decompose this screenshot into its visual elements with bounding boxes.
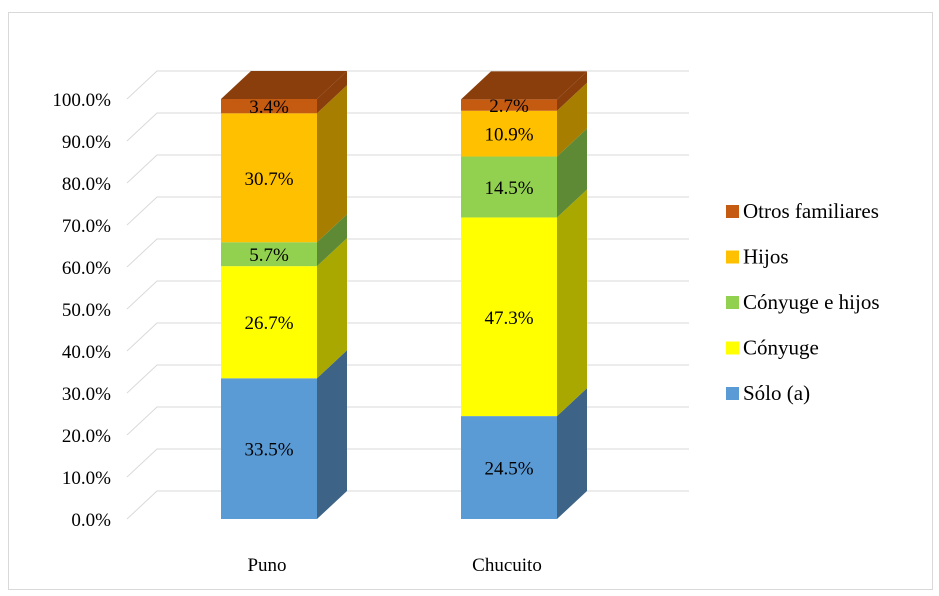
bar-front-face [221, 378, 317, 519]
x-axis-ticks: Puno Chucuito [247, 555, 541, 576]
gridline [126, 490, 689, 520]
bar-segment [461, 128, 587, 218]
y-tick-label: 30.0% [62, 384, 111, 405]
bar-front-face [221, 266, 317, 379]
bar-front-face [461, 99, 557, 111]
bar-side-face [317, 238, 347, 379]
legend-item: Cónyuge e hijos [726, 290, 880, 314]
bar-front-face [461, 416, 557, 519]
bar-front-face [461, 217, 557, 417]
gridline [126, 70, 689, 100]
legend-swatch [726, 250, 739, 264]
y-tick-label: 100.0% [52, 90, 111, 111]
bar-front-face [461, 156, 557, 218]
data-label: 24.5% [484, 459, 533, 480]
legend-label: Cónyuge e hijos [743, 290, 880, 314]
bar-side-face [317, 350, 347, 519]
x-tick-label: Chucuito [472, 555, 542, 576]
y-tick-label: 40.0% [62, 342, 111, 363]
legend-label: Sólo (a) [743, 381, 810, 405]
chart-frame: 0.0% 10.0% 20.0% 30.0% 40.0% 50.0% 60.0% 70.0% 8… [8, 12, 933, 590]
y-tick-label: 10.0% [62, 468, 111, 489]
legend-item: Hijos [726, 245, 789, 269]
bar-segment [221, 350, 347, 519]
bar-side-face [317, 85, 347, 243]
gridlines [126, 70, 689, 520]
legend-item: Cónyuge [726, 336, 819, 360]
bar-side-face [557, 388, 587, 519]
bar-segment [461, 388, 587, 519]
data-label: 5.7% [249, 245, 289, 266]
legend: Otros familiares Hijos Cónyuge e hijos Cóny… [726, 199, 880, 405]
bar-segment [221, 214, 347, 267]
y-tick-label: 60.0% [62, 258, 111, 279]
gridline [126, 448, 689, 478]
gridline [126, 280, 689, 310]
legend-swatch [726, 296, 739, 309]
data-label: 47.3% [484, 308, 533, 329]
bar-front-face [461, 110, 557, 157]
bar-segment [461, 71, 587, 111]
legend-label: Hijos [743, 245, 789, 269]
bar-front-face [221, 99, 317, 114]
legend-label: Cónyuge [743, 336, 819, 360]
data-label: 33.5% [244, 440, 293, 461]
bar-segment [221, 71, 347, 114]
gridline [126, 196, 689, 226]
bar-top-face [461, 71, 587, 100]
data-label: 26.7% [244, 313, 293, 334]
stacked-bar-chart: 0.0% 10.0% 20.0% 30.0% 40.0% 50.0% 60.0% 70.0% 8… [52, 70, 880, 576]
y-axis-ticks: 0.0% 10.0% 20.0% 30.0% 40.0% 50.0% 60.0% 70.0% 8… [52, 90, 111, 531]
bar-side-face [557, 71, 587, 111]
bar-segment [221, 85, 347, 243]
data-label: 14.5% [484, 178, 533, 199]
y-tick-label: 20.0% [62, 426, 111, 447]
legend-swatch [726, 387, 739, 400]
bar-segment [461, 189, 587, 417]
gridline [126, 112, 689, 142]
gridline [126, 238, 689, 268]
gridline [126, 364, 689, 394]
bars [221, 71, 587, 519]
bar-side-face [557, 189, 587, 417]
legend-label: Otros familiares [743, 199, 879, 223]
data-label: 2.7% [489, 96, 529, 117]
bar-segment [461, 82, 587, 157]
gridline [126, 406, 689, 436]
data-label: 3.4% [249, 97, 289, 118]
bar-front-face [221, 242, 317, 267]
data-labels: 33.5% 26.7% 5.7% 30.7% 3.4% 24.5% 47.3% 14.5% 10… [244, 96, 533, 479]
y-tick-label: 90.0% [62, 132, 111, 153]
y-tick-label: 70.0% [62, 216, 111, 237]
y-tick-label: 0.0% [71, 510, 111, 531]
data-label: 30.7% [244, 169, 293, 190]
legend-swatch [726, 341, 739, 355]
bar-segment [221, 238, 347, 379]
bar-side-face [317, 71, 347, 114]
x-tick-label: Puno [247, 555, 286, 576]
gridline [126, 154, 689, 184]
bar-side-face [557, 82, 587, 157]
y-tick-label: 50.0% [62, 300, 111, 321]
bar-side-face [317, 214, 347, 267]
bar-top-face [221, 71, 347, 99]
legend-swatch [726, 205, 739, 218]
legend-item: Sólo (a) [726, 381, 810, 405]
gridline [126, 322, 689, 352]
data-label: 10.9% [484, 125, 533, 146]
y-tick-label: 80.0% [62, 174, 111, 195]
bar-front-face [221, 113, 317, 243]
bar-side-face [557, 128, 587, 218]
legend-item: Otros familiares [726, 199, 879, 223]
